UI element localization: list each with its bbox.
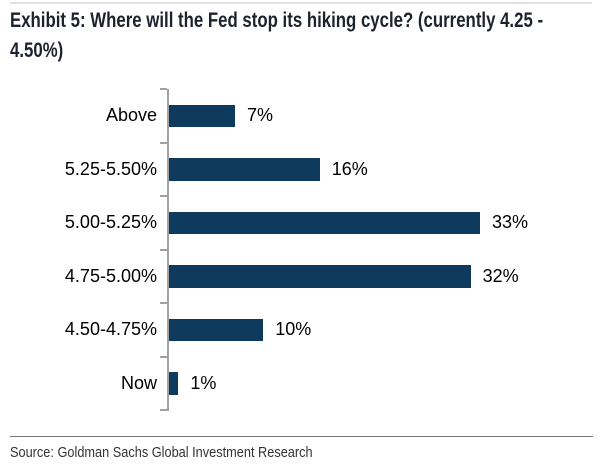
category-label: 4.50-4.75% <box>64 319 157 340</box>
category-label: 5.25-5.50% <box>64 158 157 179</box>
category-label: 4.75-5.00% <box>64 265 157 286</box>
bar <box>169 158 320 181</box>
y-axis-line <box>167 89 169 411</box>
chart-title-line-1: Exhibit 5: Where will the Fed stop its h… <box>10 9 544 32</box>
bottom-divider <box>10 436 593 437</box>
bar <box>169 265 471 288</box>
value-label: 7% <box>246 105 273 126</box>
chart-title-line-2: 4.50%) <box>10 39 64 62</box>
category-label: Now <box>120 372 157 393</box>
y-axis-tick <box>160 302 167 304</box>
y-axis-tick <box>160 248 167 251</box>
bar <box>169 372 179 395</box>
bar <box>169 318 264 341</box>
value-label: 1% <box>190 372 217 393</box>
bar <box>169 104 235 127</box>
chart-title: Exhibit 5: Where will the Fed stop its h… <box>10 6 594 66</box>
value-label: 16% <box>331 158 368 179</box>
y-axis-tick <box>160 355 167 358</box>
top-divider <box>10 2 592 4</box>
value-label: 33% <box>492 212 529 233</box>
y-axis-tick <box>160 141 167 144</box>
source-note: Source: Goldman Sachs Global Investment … <box>10 444 313 461</box>
category-label: Above <box>105 105 157 126</box>
y-axis-tick <box>160 195 167 197</box>
category-label: 5.00-5.25% <box>64 212 157 233</box>
value-label: 10% <box>275 319 312 340</box>
y-axis-tick <box>160 409 167 411</box>
bar <box>169 211 480 234</box>
y-axis-tick <box>160 88 167 90</box>
value-label: 32% <box>482 265 519 286</box>
